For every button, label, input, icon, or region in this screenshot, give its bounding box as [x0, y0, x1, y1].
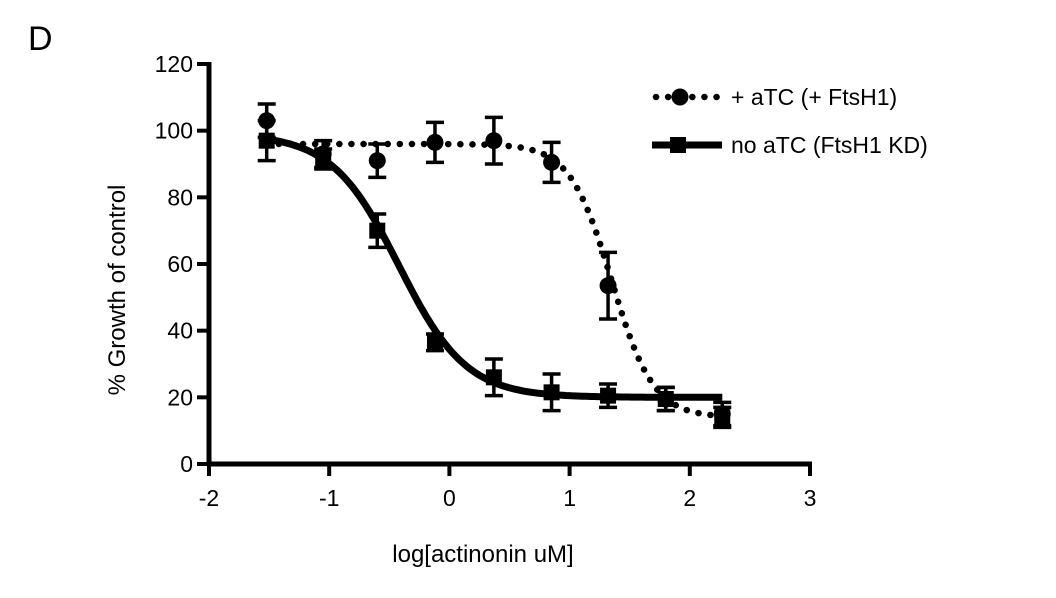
legend: + aTC (+ FtsH1) no aTC (FtsH1 KD) — [652, 84, 928, 158]
data-point-square — [600, 387, 617, 404]
x-tick-label: -1 — [319, 485, 339, 511]
data-point-circle — [599, 277, 617, 295]
x-tick-label: 1 — [563, 485, 576, 511]
legend-marker-no-atc — [670, 137, 686, 153]
data-point-circle — [485, 132, 503, 150]
y-tick-label: 0 — [180, 451, 193, 477]
x-tick-label: 2 — [683, 485, 696, 511]
data-point-circle — [368, 152, 386, 170]
data-point-square — [426, 334, 443, 351]
y-ticks: 0 20 40 60 80 100 120 — [155, 51, 209, 477]
data-point-square — [369, 222, 386, 239]
data-point-square — [714, 409, 731, 426]
x-tick-label: 3 — [804, 485, 817, 511]
legend-label-no-atc: no aTC (FtsH1 KD) — [731, 132, 928, 158]
data-point-square — [485, 369, 502, 386]
legend-marker-atc — [671, 88, 689, 106]
y-tick-label: 60 — [167, 251, 193, 277]
y-tick-label: 80 — [167, 184, 193, 210]
data-markers — [258, 112, 731, 426]
data-point-square — [657, 391, 674, 407]
panel-label: D — [28, 20, 53, 58]
y-axis-label: % Growth of control — [104, 185, 131, 396]
data-point-square — [315, 151, 332, 167]
x-ticks: -2 -1 0 1 2 3 — [199, 464, 817, 511]
y-tick-label: 20 — [167, 384, 193, 410]
y-tick-label: 40 — [167, 318, 193, 344]
data-point-circle — [426, 133, 444, 151]
y-tick-label: 120 — [155, 51, 193, 77]
x-tick-label: -2 — [199, 485, 219, 511]
data-point-circle — [543, 153, 561, 171]
data-point-circle — [258, 112, 276, 130]
data-point-square — [543, 384, 560, 401]
legend-label-atc: + aTC (+ FtsH1) — [731, 84, 897, 110]
x-tick-label: 0 — [443, 485, 456, 511]
data-point-square — [258, 132, 275, 149]
y-tick-label: 100 — [155, 118, 193, 144]
x-axis-label: log[actinonin uM] — [392, 541, 573, 568]
